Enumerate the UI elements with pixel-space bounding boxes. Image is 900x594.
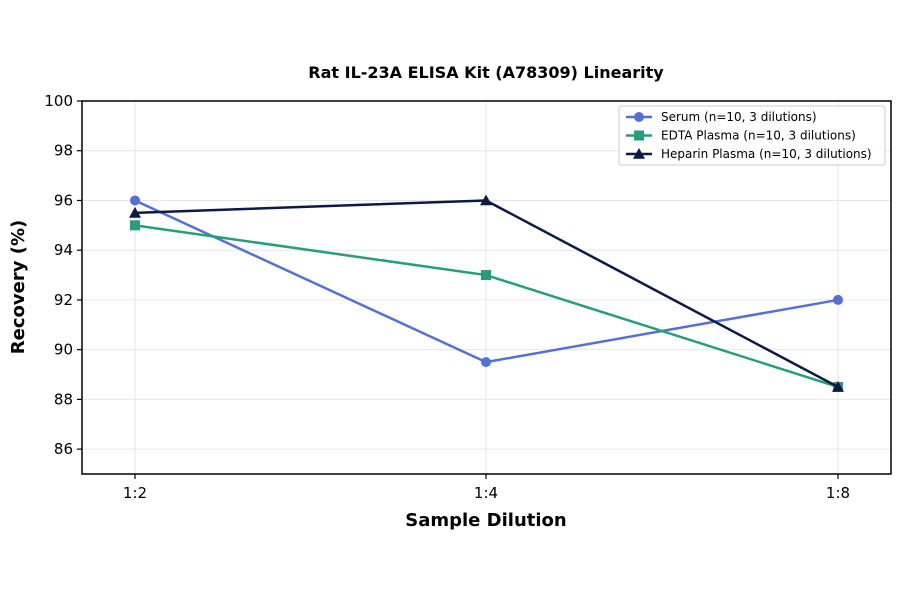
legend-label: EDTA Plasma (n=10, 3 dilutions) [661,129,856,143]
y-tick-label: 94 [54,241,73,259]
data-point [130,220,140,231]
legend-swatch-marker [634,130,644,141]
data-point [480,194,492,206]
x-tick-label: 1:2 [123,484,147,502]
y-tick-label: 90 [54,341,73,359]
legend-item: Serum (n=10, 3 dilutions) [626,110,817,124]
x-tick-label: 1:8 [826,484,850,502]
data-point [481,270,491,281]
data-point [481,357,491,368]
x-axis-label: Sample Dilution [405,510,566,531]
y-tick-label: 98 [54,142,73,160]
legend-swatch-marker [634,112,644,122]
legend-label: Serum (n=10, 3 dilutions) [661,110,817,124]
data-point [130,195,140,206]
data-point [833,294,843,305]
series-2 [129,194,844,392]
legend-item: EDTA Plasma (n=10, 3 dilutions) [626,129,856,143]
legend-swatch-marker [633,148,645,159]
data-point [832,380,844,392]
y-axis-label: Recovery (%) [8,220,29,354]
legend-box [618,105,886,166]
y-tick-label: 96 [54,191,73,209]
chart-title: Rat IL-23A ELISA Kit (A78309) Linearity [308,63,664,82]
data-point [129,206,141,218]
series-0 [130,195,843,368]
series-layer [129,194,844,392]
y-tick-label: 92 [54,291,73,309]
x-tick-label: 1:4 [474,484,498,502]
ticks: 86 88 90 92 94 96 98 100 1:2 1:4 1:8 [44,92,850,502]
legend: Serum (n=10, 3 dilutions) EDTA Plasma (n=… [618,105,886,166]
legend-item: Heparin Plasma (n=10, 3 dilutions) [626,147,872,161]
y-tick-label: 100 [44,92,73,110]
legend-label: Heparin Plasma (n=10, 3 dilutions) [661,147,872,161]
y-tick-label: 86 [54,440,73,458]
y-tick-label: 88 [54,390,73,408]
